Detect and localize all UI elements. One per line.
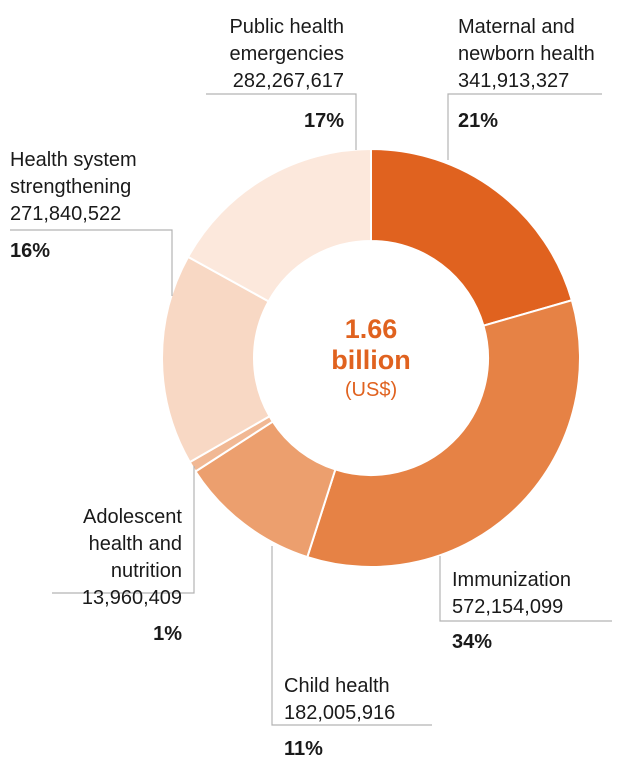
slice-name-label: strengthening: [10, 176, 131, 198]
donut-slices: [161, 147, 581, 568]
slice-name-label: Health system: [10, 149, 137, 171]
slice-percent-label: 11%: [284, 738, 323, 757]
slice-value-label: 572,154,099: [452, 596, 563, 618]
slice-percent-label: 34%: [452, 631, 492, 653]
slice-percent-label: 21%: [458, 110, 498, 132]
slice-name-label: Maternal and: [458, 16, 575, 38]
slice-name-label: nutrition: [111, 560, 182, 582]
slice-value-label: 282,267,617: [233, 70, 344, 92]
center-total-unit: billion: [331, 345, 410, 375]
slice-labels: Maternal and newborn health 341,913,327 21%…: [10, 16, 595, 757]
slice-percent-label: 1%: [153, 623, 182, 645]
leader-line-1: [439, 556, 612, 622]
leader-line-5: [206, 93, 357, 150]
center-total: 1.66 billion (US$): [331, 314, 410, 401]
slice-percent-label: 17%: [304, 110, 344, 132]
slice-name-label: newborn health: [458, 43, 595, 65]
leader-lines: [10, 93, 612, 726]
slice-name-label: Immunization: [452, 569, 571, 591]
slice-value-label: 271,840,522: [10, 203, 121, 225]
slice-name-label: emergencies: [229, 43, 344, 65]
slice-name-label: Child health: [284, 675, 390, 697]
slice-0: [370, 147, 574, 327]
leader-line-3: [52, 466, 195, 594]
slice-name-label: Public health: [229, 16, 344, 38]
slice-percent-label: 16%: [10, 240, 50, 262]
slice-name-label: health and: [89, 533, 182, 555]
slice-value-label: 341,913,327: [458, 70, 569, 92]
slice-name-label: Adolescent: [83, 506, 182, 528]
leader-line-4: [10, 229, 173, 296]
leader-line-0: [447, 93, 602, 160]
slice-value-label: 182,005,916: [284, 702, 395, 724]
center-total-currency: (US$): [345, 379, 397, 401]
center-total-value: 1.66: [345, 314, 398, 344]
slice-1: [306, 299, 581, 568]
slice-5: [186, 147, 372, 303]
leader-line-2: [271, 546, 432, 726]
slice-value-label: 13,960,409: [82, 587, 182, 609]
